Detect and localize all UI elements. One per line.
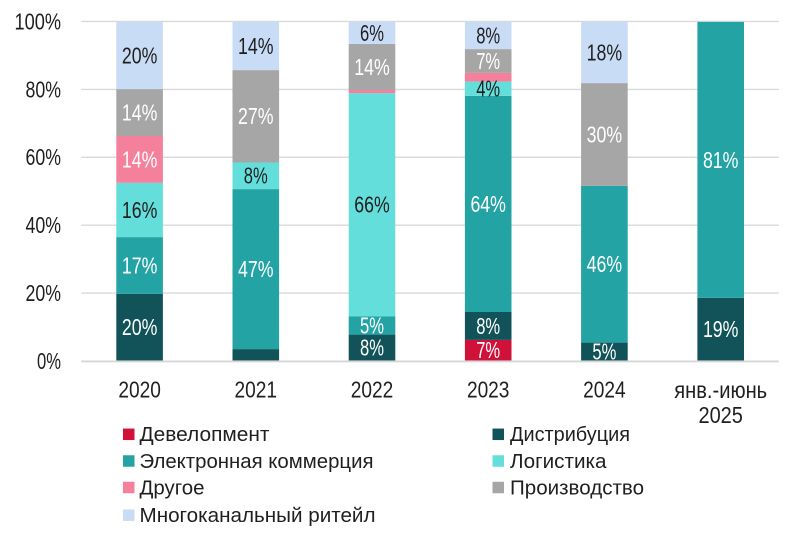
svg-text:2025: 2025	[698, 402, 743, 428]
svg-text:8%: 8%	[476, 22, 500, 48]
svg-text:Электронная коммерция: Электронная коммерция	[140, 451, 374, 473]
svg-text:64%: 64%	[470, 191, 506, 217]
svg-text:14%: 14%	[122, 100, 158, 126]
svg-text:14%: 14%	[238, 33, 274, 59]
svg-text:5%: 5%	[592, 338, 616, 364]
svg-text:янв.-июнь: янв.-июнь	[674, 377, 767, 403]
svg-text:47%: 47%	[238, 256, 274, 282]
svg-text:80%: 80%	[26, 76, 62, 102]
svg-text:2021: 2021	[235, 377, 278, 403]
svg-text:30%: 30%	[587, 121, 623, 147]
svg-text:14%: 14%	[122, 146, 158, 172]
svg-text:20%: 20%	[26, 280, 62, 306]
svg-text:46%: 46%	[587, 251, 623, 277]
svg-text:8%: 8%	[244, 163, 268, 189]
svg-text:66%: 66%	[354, 192, 390, 218]
svg-text:Девелопмент: Девелопмент	[140, 424, 270, 446]
svg-text:6%: 6%	[360, 20, 384, 46]
svg-text:7%: 7%	[476, 48, 500, 74]
svg-text:40%: 40%	[26, 212, 62, 238]
svg-text:20%: 20%	[122, 42, 158, 68]
svg-text:17%: 17%	[122, 252, 158, 278]
svg-text:16%: 16%	[122, 197, 158, 223]
svg-text:19%: 19%	[703, 316, 739, 342]
svg-text:8%: 8%	[476, 313, 500, 339]
svg-text:Производство: Производство	[510, 477, 644, 499]
svg-text:5%: 5%	[360, 312, 384, 338]
svg-text:2024: 2024	[583, 377, 626, 403]
svg-text:27%: 27%	[238, 103, 274, 129]
svg-text:20%: 20%	[122, 314, 158, 340]
svg-text:Логистика: Логистика	[510, 451, 607, 473]
svg-text:4%: 4%	[476, 76, 500, 102]
svg-text:100%: 100%	[15, 8, 62, 34]
svg-text:8%: 8%	[360, 334, 384, 360]
svg-text:60%: 60%	[26, 144, 62, 170]
svg-text:18%: 18%	[587, 39, 623, 65]
svg-text:81%: 81%	[703, 147, 739, 173]
svg-text:0%: 0%	[37, 348, 61, 374]
svg-text:2020: 2020	[118, 377, 161, 403]
svg-text:7%: 7%	[476, 337, 500, 363]
svg-text:Другое: Другое	[140, 477, 205, 499]
svg-text:2023: 2023	[467, 377, 510, 403]
svg-text:2022: 2022	[351, 377, 394, 403]
svg-text:14%: 14%	[354, 54, 390, 80]
svg-text:Многоканальный ритейл: Многоканальный ритейл	[140, 505, 376, 527]
svg-text:Дистрибуция: Дистрибуция	[510, 424, 630, 446]
